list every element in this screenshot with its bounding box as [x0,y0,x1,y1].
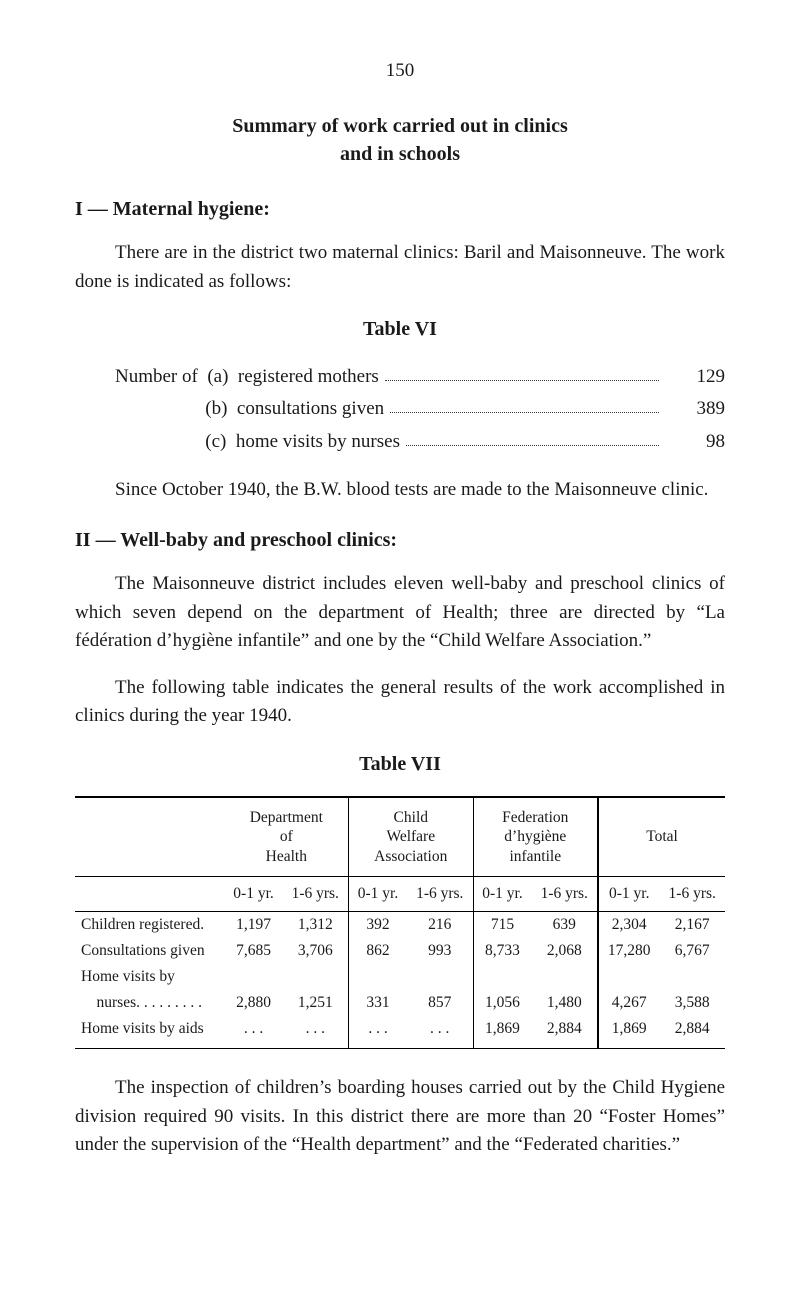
table-7-cell: 8,733 [473,938,531,964]
table-7-cell: . . . [407,1016,473,1049]
table-6-row: Number of (a) registered mothers 129 [115,361,725,393]
table-7-cell: 1,869 [598,1016,659,1049]
table-7-row-label: nurses. . . . . . . . . [75,990,225,1016]
table-7-cell: 1,056 [473,990,531,1016]
table-7-row-label: Home visits by [75,964,225,990]
table-7-cell: 2,068 [531,938,598,964]
table-7-row: Home visits by aids . . . . . . . . . . … [75,1016,725,1049]
table-7: Department of Health Child Welfare Assoc… [75,796,725,1049]
section-1-heading: I — Maternal hygiene: [75,198,725,221]
table-7-cell [349,964,407,990]
table-7-cell: 2,884 [659,1016,725,1049]
title-line-1: Summary of work carried out in clinics [232,115,568,137]
table-6-row-label: Number of (a) registered mothers [115,361,379,393]
table-7-cell [407,964,473,990]
table-7-sub-header: 0-1 yr. [598,877,659,912]
closing-para: The inspection of children’s boarding ho… [75,1074,725,1160]
table-7-sub-header: 0-1 yr. [349,877,407,912]
table-7-cell: 7,685 [225,938,283,964]
table-7-group-header: Department of Health [225,797,349,877]
table-6-row: (b) consultations given 389 [115,393,725,425]
table-7-cell: . . . [349,1016,407,1049]
table-6-row-label: (c) home visits by nurses [115,426,400,458]
title-line-2: and in schools [340,143,460,165]
table-7-cell [598,964,659,990]
table-7-cell: 639 [531,912,598,939]
table-7-sub-header: 1-6 yrs. [282,877,348,912]
table-7-cell [531,964,598,990]
table-7-cell: 3,706 [282,938,348,964]
section-2-heading: II — Well-baby and preschool clinics: [75,529,725,552]
table-7-cell: 993 [407,938,473,964]
table-6-row-value: 129 [665,361,725,393]
table-7-cell: . . . [225,1016,283,1049]
table-7-sub-header: 0-1 yr. [473,877,531,912]
table-7-cell: 4,267 [598,990,659,1016]
page: 150 Summary of work carried out in clini… [0,0,800,1238]
table-7-cell [225,964,283,990]
leader-dots [385,361,659,381]
table-7-group-header: Total [598,797,725,877]
table-6-row-value: 98 [665,426,725,458]
table-7-group-header: Federation d’hygiène infantile [473,797,598,877]
table-7-row: Home visits by [75,964,725,990]
table-7-cell: 1,869 [473,1016,531,1049]
page-number: 150 [75,60,725,82]
table-7-cell: 6,767 [659,938,725,964]
table-7-cell: 331 [349,990,407,1016]
table-7-cell: 1,480 [531,990,598,1016]
section-1-para: There are in the district two maternal c… [75,239,725,296]
section-2-para-1: The Maisonneuve district includes eleven… [75,570,725,656]
table-7-cell: 2,884 [531,1016,598,1049]
table-7-row-label: Children registered. [75,912,225,939]
table-7-sub-header: 1-6 yrs. [659,877,725,912]
table-7-cell: 2,167 [659,912,725,939]
table-6: Number of (a) registered mothers 129 (b)… [75,361,725,458]
table-7-cell: 1,251 [282,990,348,1016]
table-7-cell: . . . [282,1016,348,1049]
table-6-caption: Table VI [75,318,725,341]
table-7-sub-header: 1-6 yrs. [407,877,473,912]
table-7-sub-header: 0-1 yr. [225,877,283,912]
table-7-cell: 2,304 [598,912,659,939]
table-6-trailing-para: Since October 1940, the B.W. blood tests… [75,476,725,505]
table-7-row: nurses. . . . . . . . . 2,880 1,251 331 … [75,990,725,1016]
table-7-row: Consultations given 7,685 3,706 862 993 … [75,938,725,964]
table-7-corner [75,877,225,912]
section-2-para-2: The following table indicates the genera… [75,674,725,731]
table-7-cell: 17,280 [598,938,659,964]
table-7-cell: 715 [473,912,531,939]
leader-dots [390,393,659,413]
table-7-cell [659,964,725,990]
table-7-row-label: Consultations given [75,938,225,964]
table-7-cell: 2,880 [225,990,283,1016]
table-7-cell [473,964,531,990]
table-6-row-value: 389 [665,393,725,425]
table-7-caption: Table VII [75,753,725,776]
document-title: Summary of work carried out in clinics a… [75,112,725,168]
table-7-cell: 1,197 [225,912,283,939]
table-7-group-header: Child Welfare Association [349,797,473,877]
table-6-row-label: (b) consultations given [115,393,384,425]
table-7-cell: 1,312 [282,912,348,939]
leader-dots [406,426,659,446]
table-7-corner [75,797,225,877]
table-7-row-label: Home visits by aids [75,1016,225,1049]
table-7-cell: 862 [349,938,407,964]
table-7-cell [282,964,348,990]
table-7-sub-header: 1-6 yrs. [531,877,598,912]
table-6-row: (c) home visits by nurses 98 [115,426,725,458]
table-7-cell: 392 [349,912,407,939]
table-7-cell: 3,588 [659,990,725,1016]
table-7-cell: 857 [407,990,473,1016]
table-7-cell: 216 [407,912,473,939]
table-7-row: Children registered. 1,197 1,312 392 216… [75,912,725,939]
